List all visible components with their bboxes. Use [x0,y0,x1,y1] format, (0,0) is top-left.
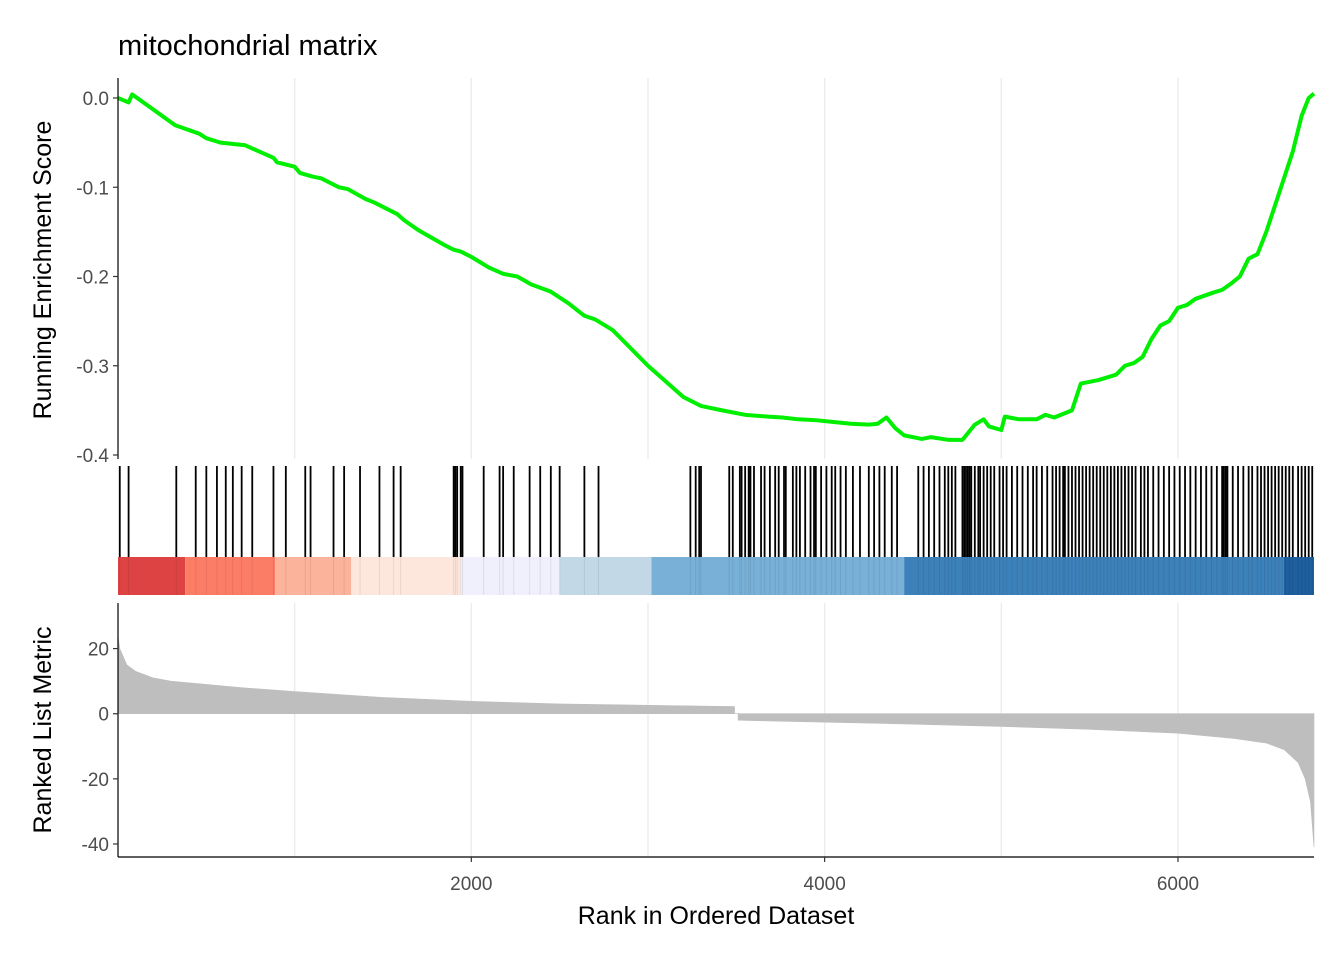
color-strip-segment [460,557,560,595]
x-tick-label: 2000 [450,874,492,895]
p1-y-tick-label: 0.0 [83,89,109,110]
ranked-metric-panel: 20 0 -20 -40 2000 4000 6000 Ranked List Metri… [29,603,1315,930]
p1-y-tick-label: -0.4 [76,446,109,467]
gene-hit-lines [118,466,1314,557]
color-strip-segment [351,557,461,595]
color-strip-segment [118,557,186,595]
p3-y-axis-label: Ranked List Metric [29,626,57,833]
color-strip-segment [651,557,905,595]
p1-gridlines [294,78,1179,459]
color-strip-segment [904,557,1284,595]
p1-y-tick-label: -0.3 [76,357,109,378]
color-strip-segment [1283,557,1314,595]
color-strip-segment [185,557,276,595]
p3-y-tick-label: -40 [82,835,109,856]
p1-y-tick-label: -0.1 [76,178,109,199]
rank-color-strip [118,557,1314,595]
running-enrichment-panel: 0.0 -0.1 -0.2 -0.3 -0.4 Running Enrichment S… [29,78,1316,467]
x-axis-label: Rank in Ordered Dataset [578,902,855,930]
x-tick-label: 4000 [804,874,846,895]
hit-strip-panel [118,466,1314,595]
p3-y-ticks: 20 0 -20 -40 [82,640,118,856]
chart-title: mitochondrial matrix [118,30,378,62]
p1-y-tick-label: -0.2 [76,268,109,289]
p1-y-ticks: 0.0 -0.1 -0.2 -0.3 -0.4 [76,89,118,467]
color-strip-segment [559,557,652,595]
running-enrichment-line [117,92,1316,442]
p3-gridlines [294,603,1179,857]
p1-y-axis-label: Running Enrichment Score [29,121,57,420]
ranked-metric-area [117,635,1315,848]
x-tick-label: 6000 [1157,874,1199,895]
x-ticks: 2000 4000 6000 [450,857,1199,895]
p3-y-tick-label: 0 [98,705,109,726]
p3-y-tick-label: 20 [88,640,109,661]
p3-y-tick-label: -20 [82,770,109,791]
color-strip-segment [275,557,352,595]
